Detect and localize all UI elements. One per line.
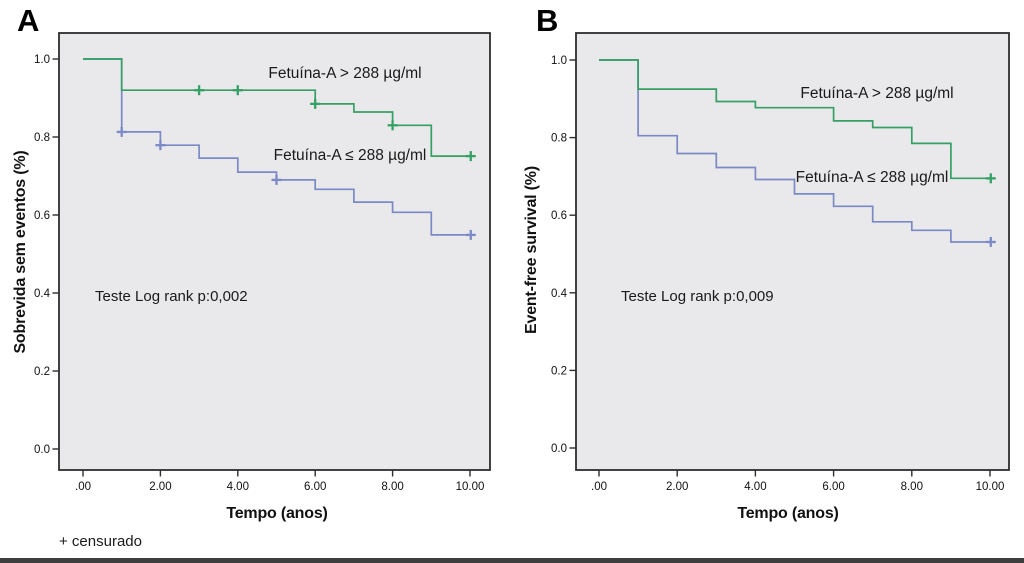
svg-text:0.2: 0.2 — [551, 365, 567, 377]
svg-text:0.4: 0.4 — [34, 288, 51, 300]
panel-b-y-axis-title: Event-free survival (%) — [523, 166, 540, 334]
svg-text:0.8: 0.8 — [34, 132, 50, 144]
svg-text:8.00: 8.00 — [381, 481, 403, 493]
svg-text:0.0: 0.0 — [34, 444, 50, 456]
panel-b-series-label-fetuin-low: Fetuína-A ≤ 288 µg/ml — [795, 169, 949, 186]
panel-b-letter: B — [536, 3, 559, 38]
svg-text:0.6: 0.6 — [34, 210, 50, 222]
svg-text:.00: .00 — [591, 481, 607, 493]
svg-text:10.00: 10.00 — [976, 481, 1005, 493]
panel-b: .00 2.00 4.00 6.00 8.00 10.00 0.0 0.2 0.4 0.6 0.8 1… — [551, 32, 1010, 493]
svg-text:6.00: 6.00 — [304, 481, 326, 493]
svg-text:4.00: 4.00 — [744, 481, 766, 493]
panel-b-series-label-fetuin-high: Fetuína-A > 288 µg/ml — [800, 85, 954, 102]
panel-b-logrank-annotation: Teste Log rank p:0,009 — [621, 288, 774, 305]
panel-a-x-axis-title: Tempo (anos) — [226, 505, 328, 522]
panel-a-logrank-annotation: Teste Log rank p:0,002 — [95, 288, 248, 305]
svg-text:8.00: 8.00 — [901, 481, 923, 493]
censored-legend-note: + censurado — [59, 533, 142, 550]
svg-text:2.00: 2.00 — [149, 481, 171, 493]
svg-text:2.00: 2.00 — [666, 481, 688, 493]
panel-b-x-axis-title: Tempo (anos) — [737, 505, 839, 522]
svg-text:1.0: 1.0 — [551, 55, 567, 67]
svg-text:0.2: 0.2 — [34, 366, 50, 378]
svg-text:10.00: 10.00 — [456, 481, 485, 493]
panel-a-series-label-fetuin-low: Fetuína-A ≤ 288 µg/ml — [273, 147, 427, 164]
panel-a-letter: A — [17, 3, 40, 38]
svg-text:0.6: 0.6 — [551, 210, 567, 222]
panel-a: .00 2.00 4.00 6.00 8.00 10.00 0.0 0.2 0.4 0.6 0.8 1… — [34, 32, 491, 493]
svg-text:0.0: 0.0 — [551, 443, 567, 455]
bottom-border-bar — [0, 558, 1024, 563]
svg-text:0.4: 0.4 — [551, 288, 568, 300]
svg-text:.00: .00 — [75, 481, 91, 493]
svg-text:1.0: 1.0 — [34, 54, 50, 66]
panel-a-y-axis-title: Sobrevida sem eventos (%) — [12, 150, 29, 354]
panel-a-series-label-fetuin-high: Fetuína-A > 288 µg/ml — [268, 65, 422, 82]
svg-text:6.00: 6.00 — [822, 481, 844, 493]
svg-text:4.00: 4.00 — [227, 481, 249, 493]
svg-text:0.8: 0.8 — [551, 133, 567, 145]
